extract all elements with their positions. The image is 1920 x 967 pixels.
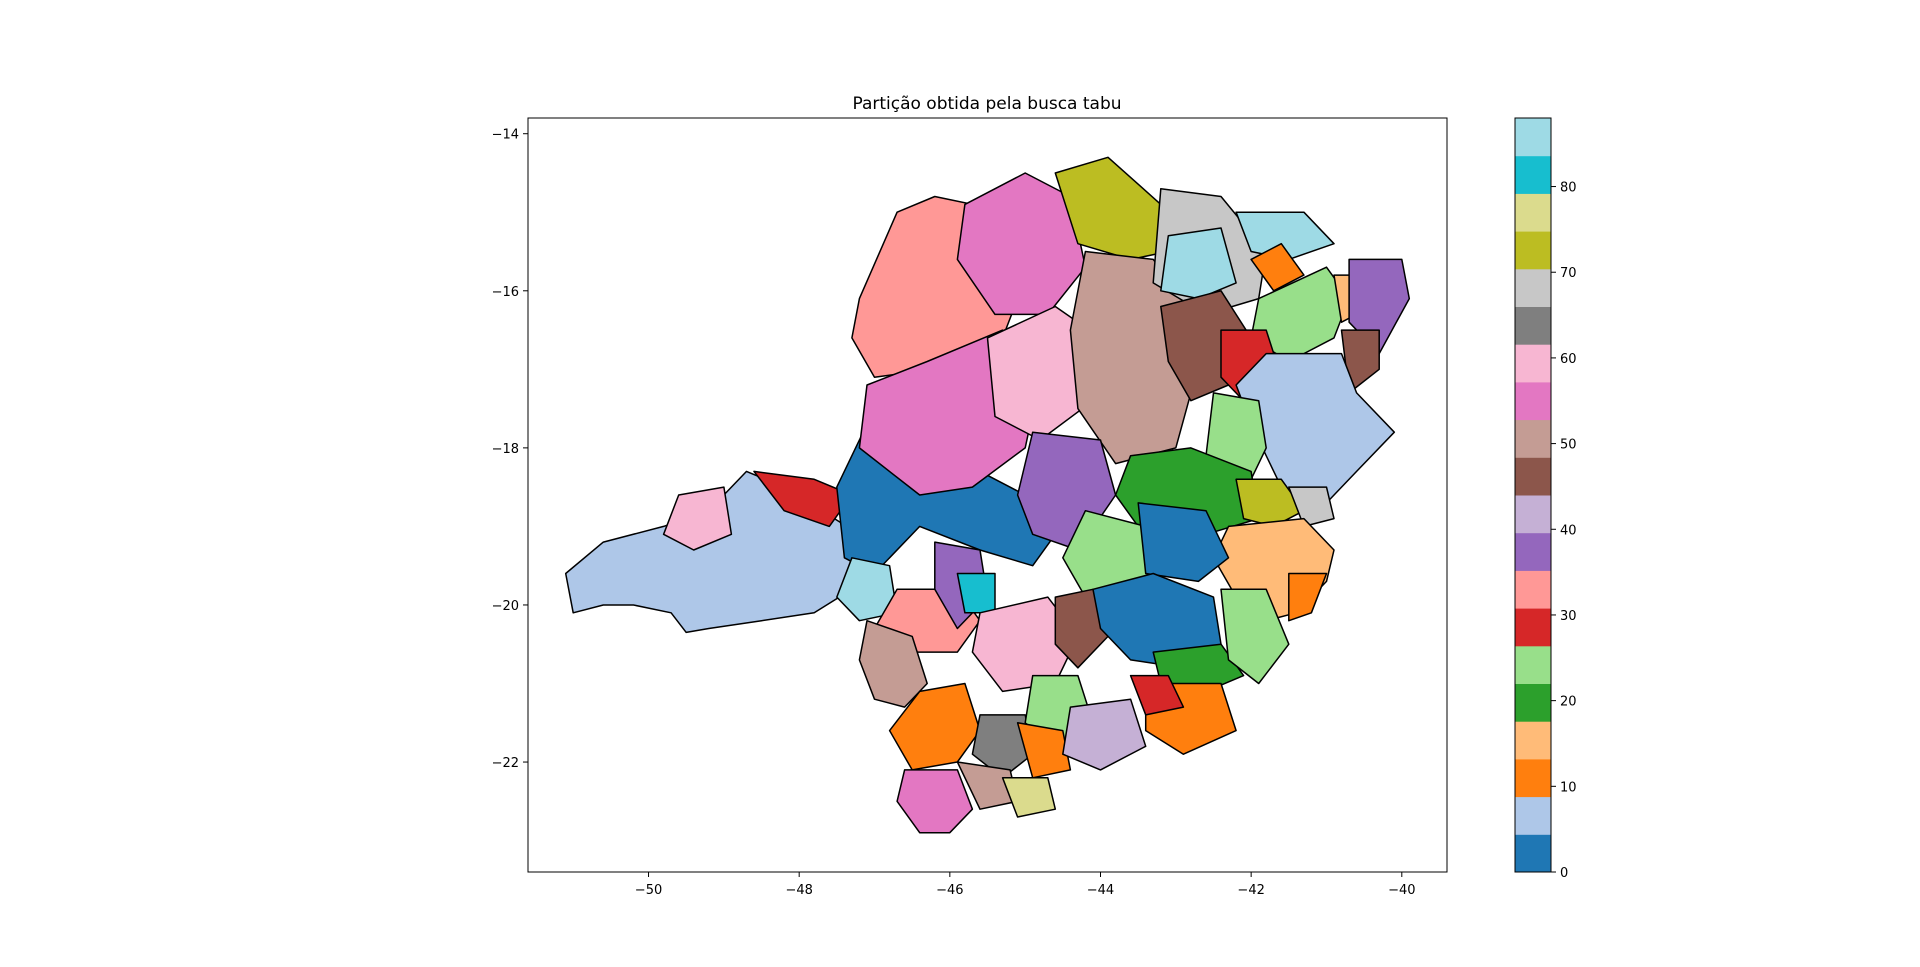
colorbar-swatch: [1515, 381, 1551, 421]
map-region-28: [1288, 572, 1328, 622]
map-region-25: [1235, 478, 1305, 528]
map-region-35: [1054, 588, 1109, 669]
x-tick-label: −50: [635, 883, 662, 898]
map-region-43: [1016, 722, 1072, 779]
x-tick-label: −46: [936, 883, 963, 898]
colorbar-swatch: [1515, 193, 1551, 232]
colorbar-swatch: [1515, 683, 1551, 722]
colorbar-swatch: [1515, 834, 1551, 873]
map-region-12: [1160, 227, 1237, 300]
map-regions: [564, 156, 1411, 834]
map-region-7: [956, 172, 1087, 316]
colorbar-tick-label: 50: [1560, 438, 1577, 453]
colorbar-swatch: [1515, 457, 1551, 496]
colorbar-swatch: [1515, 495, 1551, 534]
map-region-1: [662, 486, 733, 551]
map-region-41: [971, 714, 1034, 779]
colorbar-tick-label: 10: [1560, 780, 1577, 795]
map-region-33: [956, 572, 996, 614]
colorbar-tick-label: 20: [1560, 695, 1577, 710]
map-region-4: [836, 557, 898, 622]
colorbar-swatch: [1515, 419, 1551, 458]
y-tick-label: −14: [492, 128, 519, 143]
y-tick-label: −22: [492, 756, 519, 771]
x-tick-label: −48: [785, 883, 812, 898]
colorbar-swatch: [1515, 155, 1551, 194]
map-region-39: [1220, 588, 1290, 685]
colorbar-tick-label: 30: [1560, 609, 1577, 624]
map-region-13: [1235, 211, 1335, 261]
colorbar-swatch: [1515, 796, 1551, 835]
colorbar-tick-label: 0: [1560, 866, 1568, 881]
y-tick-label: −16: [492, 285, 519, 300]
x-axis: −50 −48 −46 −44 −42 −40: [635, 872, 1416, 898]
colorbar-tick-label: 40: [1560, 523, 1577, 538]
colorbar-swatch: [1515, 231, 1551, 270]
axes-frame: [527, 117, 1448, 873]
map-region-47: [896, 769, 974, 834]
y-axis: −14 −16 −18 −20 −22: [492, 128, 528, 771]
colorbar-swatch: [1515, 758, 1551, 798]
map-region-36: [858, 619, 928, 708]
colorbar-swatch: [1515, 268, 1551, 307]
colorbar-swatch: [1515, 118, 1551, 157]
map-region-14: [1250, 242, 1305, 292]
y-tick-label: −18: [492, 442, 519, 457]
y-tick-label: −20: [492, 599, 519, 614]
colorbar-frame: [1514, 117, 1552, 873]
map-region-22: [1205, 392, 1267, 481]
colorbar-tick-label: 70: [1560, 266, 1577, 281]
map-region-46: [1129, 674, 1185, 716]
chart-title: Partição obtida pela busca tabu: [852, 94, 1121, 114]
colorbar-swatch: [1515, 570, 1551, 609]
colorbar-swatch: [1515, 721, 1551, 760]
colorbar: 0 10 20 30 40 50 60 70 80: [1514, 117, 1577, 881]
colorbar-swatch: [1515, 645, 1551, 684]
map-region-30: [1137, 502, 1230, 583]
colorbar-tick-label: 60: [1560, 352, 1577, 367]
colorbar-swatch: [1515, 608, 1551, 647]
map-region-26: [1288, 486, 1335, 528]
map-region-49: [1001, 777, 1057, 818]
map-region-44: [1062, 698, 1147, 771]
colorbar-swatch: [1515, 532, 1551, 571]
colorbar-swatch: [1515, 306, 1551, 345]
x-tick-label: −42: [1237, 883, 1264, 898]
colorbar-tick-label: 80: [1560, 181, 1577, 196]
x-tick-label: −40: [1388, 883, 1415, 898]
x-tick-label: −44: [1087, 883, 1114, 898]
colorbar-swatch: [1515, 344, 1551, 383]
